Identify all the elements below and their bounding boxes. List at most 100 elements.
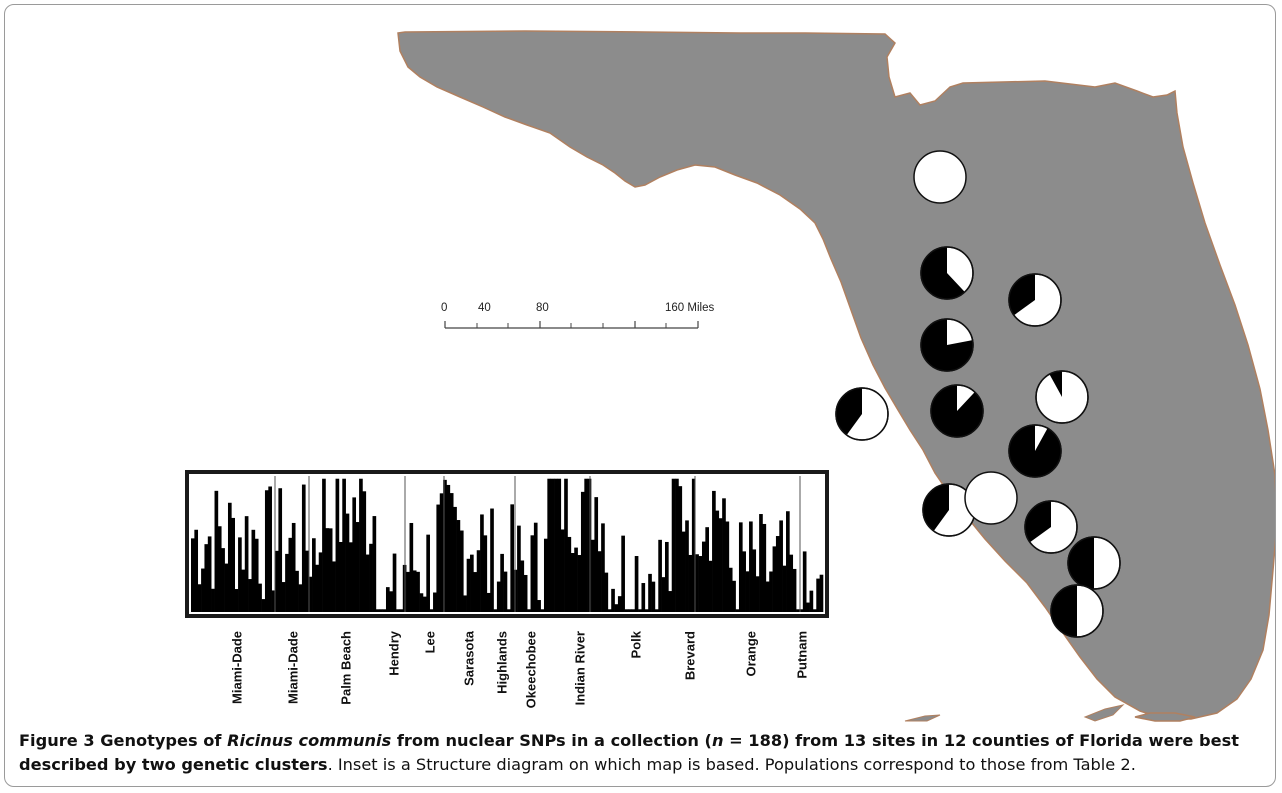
structure-bar [409,522,414,612]
structure-bar [241,569,246,612]
structure-bar [594,497,599,612]
structure-bar [369,543,373,612]
pie-slice-cluster1 [923,484,949,532]
structure-bar [715,510,720,612]
population-label: Lee [422,631,437,653]
structure-bar [530,535,535,612]
structure-bar [782,565,787,612]
structure-bar [214,490,219,612]
scale-tick-40: 40 [478,302,491,314]
structure-bar [705,527,709,612]
structure-bar [786,511,790,612]
population-label: Putnam [794,631,809,679]
structure-bar [678,486,683,612]
structure-bar [201,568,205,612]
structure-bar [722,498,726,612]
structure-bar [305,550,309,612]
structure-bar [503,571,508,612]
structure-bar [796,609,800,612]
structure-bar [416,571,420,612]
structure-bar [500,553,504,612]
structure-bar [567,536,572,612]
pie-chart [930,384,984,438]
structure-bar [288,537,293,612]
structure-bar [681,531,686,612]
structure-bar [752,549,757,612]
structure-bar [671,478,676,612]
structure-bar [755,576,760,612]
population-label: Miami-Dade [229,631,244,704]
structure-bar [191,538,195,612]
structure-bar [217,526,222,612]
structure-bar [745,571,750,612]
structure-bar [772,546,777,612]
pie-slice-cluster1 [1025,501,1051,543]
pie-chart [1008,273,1062,327]
structure-bar [765,581,770,612]
pie-chart [964,471,1018,525]
pie-slice-cluster1 [931,385,983,438]
pie-outline [1035,370,1089,424]
structure-bar [802,551,807,612]
structure-bar [557,478,562,612]
structure-bar [264,490,269,612]
pie-outline [1024,500,1078,554]
structure-bar [560,529,565,612]
structure-bar [554,478,558,612]
structure-bar [624,609,629,612]
scale-tick-160: 160 Miles [665,302,714,314]
pie-slice-cluster1 [1009,274,1035,316]
structure-bar [463,595,467,612]
structure-bar [799,609,804,612]
structure-bar [712,490,716,612]
structure-bar [507,609,511,612]
population-label: Polk [628,630,643,658]
structure-bar [812,609,817,612]
pie-slice-cluster1 [836,388,862,436]
structure-bar [375,609,380,612]
structure-bar [365,554,370,612]
structure-bar [513,569,518,612]
structure-bar [486,592,491,612]
structure-bar [453,506,457,612]
population-label: Sarasota [461,630,476,686]
caption-species: Ricinus communis [227,731,392,750]
structure-bar [654,609,659,612]
pie-background [964,471,1018,525]
structure-bar [701,541,706,612]
structure-bar [738,522,743,612]
pie-slice-cluster1 [921,319,974,371]
structure-bar [614,604,619,612]
caption-n: n [711,731,724,750]
structure-bar [735,609,740,612]
figure-graphic: 0 40 80 160 Miles Miami-Dade Miami-Dade Pa… [185,30,1275,722]
structure-bar [197,584,202,612]
structure-bar [433,592,437,612]
caption-bold-2: from nuclear SNPs in a collection ( [391,731,712,750]
pie-outline [1067,536,1121,590]
structure-plot: Miami-Dade Miami-Dade Palm Beach Hendry Lee S… [185,470,829,708]
population-label: Miami-Dade [285,631,300,704]
structure-bar [342,478,346,612]
structure-bar [419,593,424,612]
structure-bar [493,609,498,612]
population-label: Highlands [494,631,509,694]
structure-bar [439,493,444,612]
structure-bar [473,572,478,612]
structure-bar [547,478,551,612]
structure-bar [466,558,471,612]
pie-chart [920,246,974,300]
structure-bar [301,484,306,612]
structure-bar [412,570,417,612]
structure-bar [204,544,209,612]
structure-bar [483,535,488,612]
pie-slice-cluster1 [1049,371,1062,397]
structure-bars [191,478,824,612]
structure-bar [762,523,767,612]
structure-bar [385,587,390,612]
structure-bar [258,583,262,612]
structure-bar [298,584,303,612]
structure-bar [261,599,266,612]
structure-bar [604,572,609,612]
structure-bar [291,522,296,612]
